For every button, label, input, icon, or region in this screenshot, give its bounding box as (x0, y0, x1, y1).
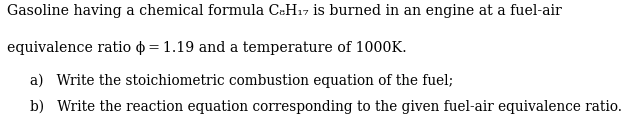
Text: Gasoline having a chemical formula C₈H₁₇ is burned in an engine at a fuel-air: Gasoline having a chemical formula C₈H₁₇… (7, 4, 562, 18)
Text: b)   Write the reaction equation corresponding to the given fuel-air equivalence: b) Write the reaction equation correspon… (30, 100, 622, 114)
Text: equivalence ratio ϕ = 1.19 and a temperature of 1000K.: equivalence ratio ϕ = 1.19 and a tempera… (7, 41, 407, 55)
Text: a)   Write the stoichiometric combustion equation of the fuel;: a) Write the stoichiometric combustion e… (30, 74, 453, 88)
